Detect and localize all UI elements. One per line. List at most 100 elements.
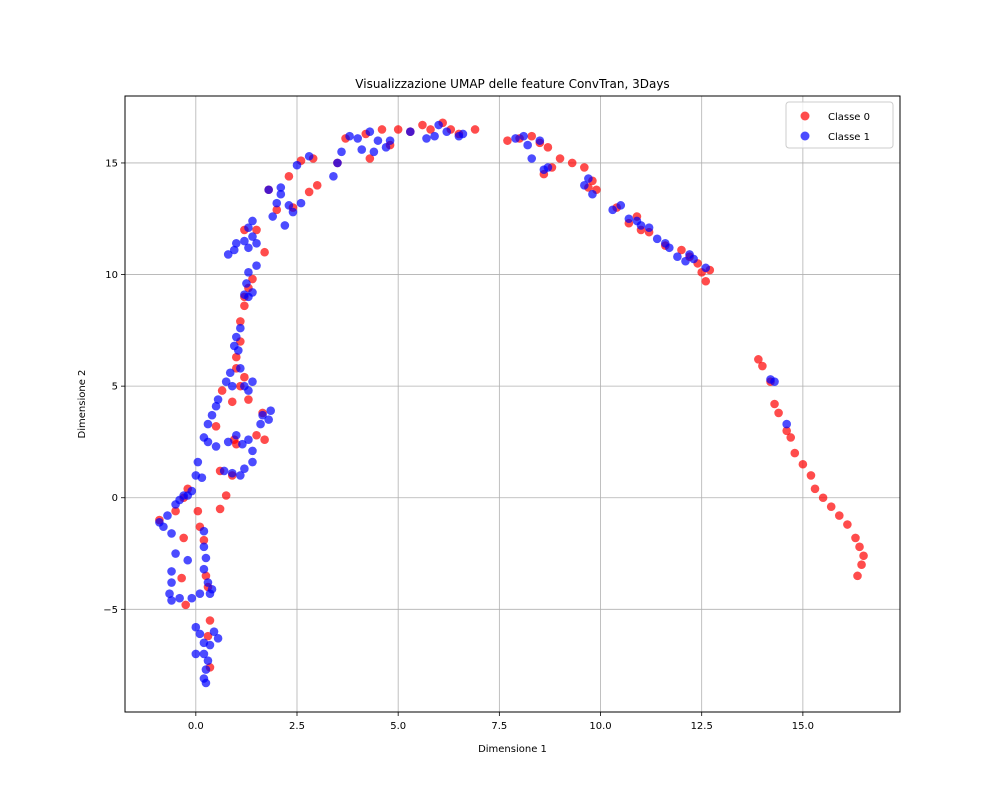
x-tick-label: 10.0 (589, 721, 611, 732)
scatter-point-classe-1 (191, 649, 201, 659)
scatter-point-classe-0 (221, 491, 231, 500)
scatter-point-classe-1 (644, 223, 654, 232)
legend-box (785, 101, 894, 149)
scatter-point-classe-1 (284, 201, 294, 210)
scatter-point-classe-1 (256, 419, 265, 429)
scatter-point-classe-1 (681, 256, 690, 266)
scatter-point-classe-0 (503, 136, 512, 145)
scatter-point-classe-1 (227, 381, 237, 391)
scatter-point-classe-1 (236, 363, 245, 373)
scatter-point-classe-1 (527, 154, 537, 163)
scatter-point-classe-1 (167, 567, 176, 576)
scatter-point-classe-0 (312, 180, 322, 190)
scatter-point-classe-1 (258, 410, 267, 420)
scatter-point-classe-0 (843, 520, 852, 529)
scatter-point-classe-1 (201, 678, 211, 688)
scatter-point-classe-1 (167, 529, 176, 538)
scatter-point-classe-1 (673, 252, 682, 261)
scatter-point-classe-1 (385, 136, 395, 145)
scatter-point-classe-0 (252, 430, 261, 440)
scatter-point-classe-0 (260, 435, 269, 445)
scatter-point-classe-1 (248, 232, 257, 241)
scatter-point-classe-0 (248, 274, 257, 284)
scatter-point-classe-0 (426, 125, 435, 134)
scatter-point-classe-0 (181, 600, 191, 610)
scatter-point-classe-0 (834, 511, 844, 520)
scatter-point-classe-0 (199, 535, 209, 545)
scatter-point-classe-1 (280, 221, 290, 230)
scatter-point-classe-0 (365, 154, 375, 163)
scatter-point-classe-1 (272, 198, 282, 208)
scatter-point-classe-0 (205, 616, 215, 625)
scatter-point-classe-1 (199, 649, 209, 659)
scatter-point-classe-1 (244, 268, 253, 277)
scatter-point-classe-1 (442, 127, 452, 137)
scatter-point-classe-1 (264, 415, 273, 424)
scatter-point-classe-1 (248, 446, 257, 456)
chart-title: Visualizzazione UMAP delle feature ConvT… (355, 77, 669, 91)
scatter-point-classe-0 (217, 386, 227, 395)
x-tick-label: 2.5 (289, 721, 305, 732)
y-tick-label: 10 (105, 270, 118, 281)
scatter-point-classe-1 (203, 419, 213, 429)
scatter-point-classe-1 (203, 578, 213, 587)
legend: Classe 0 Classe 1 (785, 101, 894, 149)
scatter-point-classe-0 (244, 395, 253, 404)
scatter-point-classe-1 (689, 254, 698, 264)
scatter-point-classe-0 (203, 631, 213, 641)
scatter-point-classe-0 (774, 408, 783, 418)
scatter-point-classe-0 (810, 484, 820, 494)
scatter-point-classe-0 (859, 551, 868, 561)
scatter-point-classe-1 (511, 134, 520, 143)
y-tick-label: 0 (112, 493, 118, 504)
scatter-point-classe-1 (205, 589, 215, 599)
scatter-point-classe-1 (234, 346, 243, 355)
scatter-point-classe-1 (701, 263, 711, 273)
scatter-point-classe-1 (406, 127, 415, 137)
scatter-point-classe-1 (231, 430, 241, 440)
scatter-point-classe-0 (252, 225, 261, 235)
scatter-point-classe-1 (209, 627, 219, 636)
scatter-point-classe-0 (393, 125, 403, 134)
scatter-point-classe-0 (260, 247, 269, 257)
x-tick-label: 7.5 (491, 721, 507, 732)
scatter-point-classe-1 (199, 564, 209, 574)
scatter-point-classe-0 (304, 187, 314, 197)
scatter-point-classe-1 (231, 239, 241, 248)
scatter-point-classe-1 (329, 172, 338, 181)
scatter-point-classe-1 (584, 174, 593, 183)
x-axis-label: Dimensione 1 (478, 744, 547, 755)
scatter-point-classe-1 (248, 377, 257, 386)
scatter-point-classe-1 (543, 163, 553, 172)
scatter-point-classe-1 (244, 386, 253, 395)
scatter-point-classe-0 (798, 459, 808, 469)
scatter-point-classe-1 (353, 134, 363, 143)
grid (125, 96, 900, 712)
scatter-point-classe-1 (519, 131, 528, 141)
scatter-point-classe-1 (422, 134, 431, 143)
scatter-point-classe-1 (624, 214, 634, 224)
scatter-point-classe-1 (199, 542, 209, 552)
scatter-point-classe-1 (183, 555, 193, 565)
scatter-point-classe-0 (853, 571, 862, 581)
scatter-point-classe-1 (276, 183, 286, 192)
scatter-point-classe-1 (430, 131, 439, 141)
scatter-point-classe-1 (223, 250, 233, 259)
scatter-point-classe-1 (187, 486, 197, 496)
scatter-point-classe-0 (240, 372, 249, 382)
scatter-point-classe-0 (284, 172, 294, 181)
scatter-point-classe-0 (826, 502, 836, 511)
scatter-point-classe-1 (167, 578, 176, 587)
scatter-point-classe-1 (588, 189, 597, 199)
scatter-point-classe-1 (365, 127, 375, 137)
scatter-point-classe-1 (205, 640, 215, 650)
legend-marker-classe-1 (800, 131, 810, 141)
scatter-point-classe-1 (213, 634, 223, 643)
x-tick-label: 15.0 (792, 721, 814, 732)
legend-label-classe-1: Classe 1 (828, 132, 870, 143)
scatter-point-classe-0 (855, 542, 864, 552)
scatter-point-classe-0 (177, 573, 186, 583)
scatter-point-classe-1 (337, 147, 346, 157)
scatter-point-classe-0 (782, 426, 791, 436)
